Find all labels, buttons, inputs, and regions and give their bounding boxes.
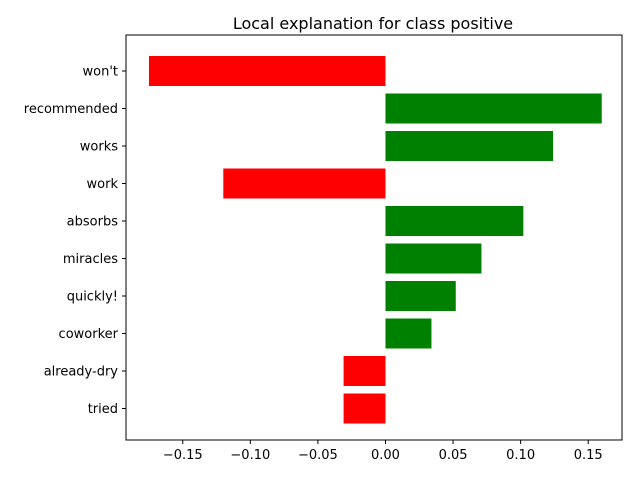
x-tick-label: −0.05 [298, 448, 338, 463]
y-tick-label: quickly! [67, 290, 118, 305]
x-tick-label: −0.15 [163, 448, 203, 463]
y-tick-label: absorbs [67, 215, 119, 230]
y-tick-label: coworker [59, 327, 119, 342]
y-axis: won't recommended works work absorbs miracles… [24, 65, 126, 417]
bar-miracles [385, 243, 482, 274]
bar-works [385, 131, 554, 161]
bar-work [223, 168, 386, 199]
x-tick-label: 0.10 [506, 448, 535, 463]
chart-title: Local explanation for class positive [233, 14, 513, 33]
y-tick-label: works [80, 140, 118, 155]
bar-recommended [385, 93, 602, 124]
x-tick-label: 0.00 [371, 448, 400, 463]
bar-won-t [148, 56, 386, 86]
y-tick-label: won't [83, 65, 119, 80]
y-tick-label: already-dry [44, 365, 119, 380]
x-tick-label: 0.05 [439, 448, 468, 463]
x-tick-label: 0.15 [574, 448, 603, 463]
y-tick-label: work [87, 177, 119, 192]
bars-group [148, 56, 602, 424]
x-axis: −0.15 −0.10 −0.05 0.00 0.05 0.10 0.15 [163, 440, 603, 463]
y-tick-label: tried [88, 402, 118, 417]
plot-frame [125, 34, 623, 441]
bar-already-dry [343, 356, 386, 386]
bar-absorbs [385, 206, 524, 236]
y-tick-label: miracles [63, 252, 118, 267]
x-tick-label: −0.10 [230, 448, 270, 463]
bar-tried [343, 393, 386, 424]
bar-quickly [385, 281, 456, 311]
y-tick-label: recommended [24, 102, 118, 117]
bar-coworker [385, 318, 432, 349]
